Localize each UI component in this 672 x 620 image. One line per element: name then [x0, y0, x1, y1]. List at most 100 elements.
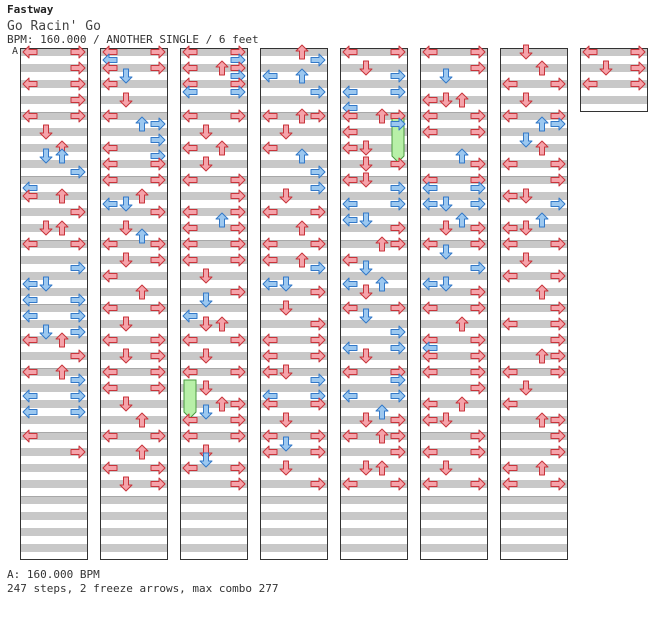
arrow-right-icon — [310, 317, 326, 331]
beat-stripe — [260, 528, 328, 536]
arrow-right-icon — [310, 237, 326, 251]
beat-stripe — [420, 128, 488, 136]
beat-stripe — [20, 80, 88, 88]
beat-stripe — [20, 464, 88, 472]
freeze-arrow — [183, 379, 197, 419]
arrow-up-icon — [535, 460, 549, 476]
beat-stripe — [180, 512, 248, 520]
beat-stripe — [260, 432, 328, 440]
beat-stripe — [500, 64, 568, 72]
arrow-left-icon — [22, 277, 38, 291]
arrow-down-icon — [199, 348, 213, 364]
arrow-right-icon — [550, 333, 566, 347]
arrow-right-icon — [550, 117, 566, 131]
beat-stripe — [100, 480, 168, 488]
arrow-left-icon — [102, 461, 118, 475]
arrow-left-icon — [582, 77, 598, 91]
beat-stripe — [500, 496, 568, 504]
arrow-left-icon — [502, 157, 518, 171]
beat-stripe — [100, 288, 168, 296]
arrow-down-icon — [279, 124, 293, 140]
beat-stripe — [500, 112, 568, 120]
arrow-left-icon — [342, 125, 358, 139]
arrow-down-icon — [359, 284, 373, 300]
arrow-right-icon — [470, 157, 486, 171]
arrow-right-icon — [470, 109, 486, 123]
arrow-up-icon — [455, 148, 469, 164]
beat-stripe — [500, 320, 568, 328]
arrow-down-icon — [359, 60, 373, 76]
beat-stripe — [500, 160, 568, 168]
beat-stripe — [260, 416, 328, 424]
beat-stripe — [420, 384, 488, 392]
arrow-right-icon — [310, 445, 326, 459]
arrow-left-icon — [422, 349, 438, 363]
beat-stripe — [180, 480, 248, 488]
arrow-right-icon — [630, 45, 646, 59]
beat-stripe — [20, 416, 88, 424]
beat-stripe — [260, 480, 328, 488]
beat-stripe — [500, 400, 568, 408]
arrow-down-icon — [199, 124, 213, 140]
beat-stripe — [420, 336, 488, 344]
arrow-right-icon — [310, 205, 326, 219]
arrow-left-icon — [182, 309, 198, 323]
beat-stripe — [180, 544, 248, 552]
arrow-down-icon — [39, 220, 53, 236]
arrow-down-icon — [439, 412, 453, 428]
arrow-right-icon — [70, 109, 86, 123]
beat-stripe — [420, 432, 488, 440]
beat-stripe — [100, 96, 168, 104]
arrow-right-icon — [70, 77, 86, 91]
beat-stripe — [580, 64, 648, 72]
arrow-up-icon — [55, 148, 69, 164]
beat-stripe — [20, 544, 88, 552]
arrow-down-icon — [119, 396, 133, 412]
arrow-right-icon — [70, 405, 86, 419]
arrow-left-icon — [22, 237, 38, 251]
beat-stripe — [20, 400, 88, 408]
arrow-down-icon — [439, 276, 453, 292]
arrow-down-icon — [519, 380, 533, 396]
arrow-right-icon — [390, 157, 406, 171]
beat-stripe — [20, 512, 88, 520]
arrow-right-icon — [310, 53, 326, 67]
arrow-right-icon — [390, 197, 406, 211]
beat-stripe — [260, 96, 328, 104]
arrow-up-icon — [295, 148, 309, 164]
beat-stripe — [500, 240, 568, 248]
arrow-left-icon — [262, 429, 278, 443]
arrow-up-icon — [375, 236, 389, 252]
beat-stripe — [180, 384, 248, 392]
beat-stripe — [20, 528, 88, 536]
arrow-right-icon — [470, 349, 486, 363]
arrow-down-icon — [519, 252, 533, 268]
arrow-right-icon — [70, 45, 86, 59]
arrow-left-icon — [22, 109, 38, 123]
beat-stripe — [100, 64, 168, 72]
beat-stripe — [420, 144, 488, 152]
beat-stripe — [260, 288, 328, 296]
arrow-right-icon — [230, 253, 246, 267]
beat-stripe — [20, 224, 88, 232]
arrow-down-icon — [39, 124, 53, 140]
arrow-left-icon — [502, 221, 518, 235]
arrow-down-icon — [599, 60, 613, 76]
beat-stripe — [20, 160, 88, 168]
beat-stripe — [180, 464, 248, 472]
arrow-right-icon — [230, 397, 246, 411]
beat-stripe — [420, 464, 488, 472]
arrow-down-icon — [199, 380, 213, 396]
arrow-up-icon — [135, 284, 149, 300]
beat-stripe — [180, 368, 248, 376]
beat-stripe — [260, 48, 328, 56]
beat-stripe — [500, 336, 568, 344]
beat-stripe — [420, 368, 488, 376]
arrow-right-icon — [550, 301, 566, 315]
arrow-right-icon — [310, 181, 326, 195]
beat-stripe — [500, 272, 568, 280]
arrow-left-icon — [102, 301, 118, 315]
steps-summary: 247 steps, 2 freeze arrows, max combo 27… — [7, 582, 279, 595]
beat-stripe — [340, 368, 408, 376]
beat-stripe — [20, 336, 88, 344]
